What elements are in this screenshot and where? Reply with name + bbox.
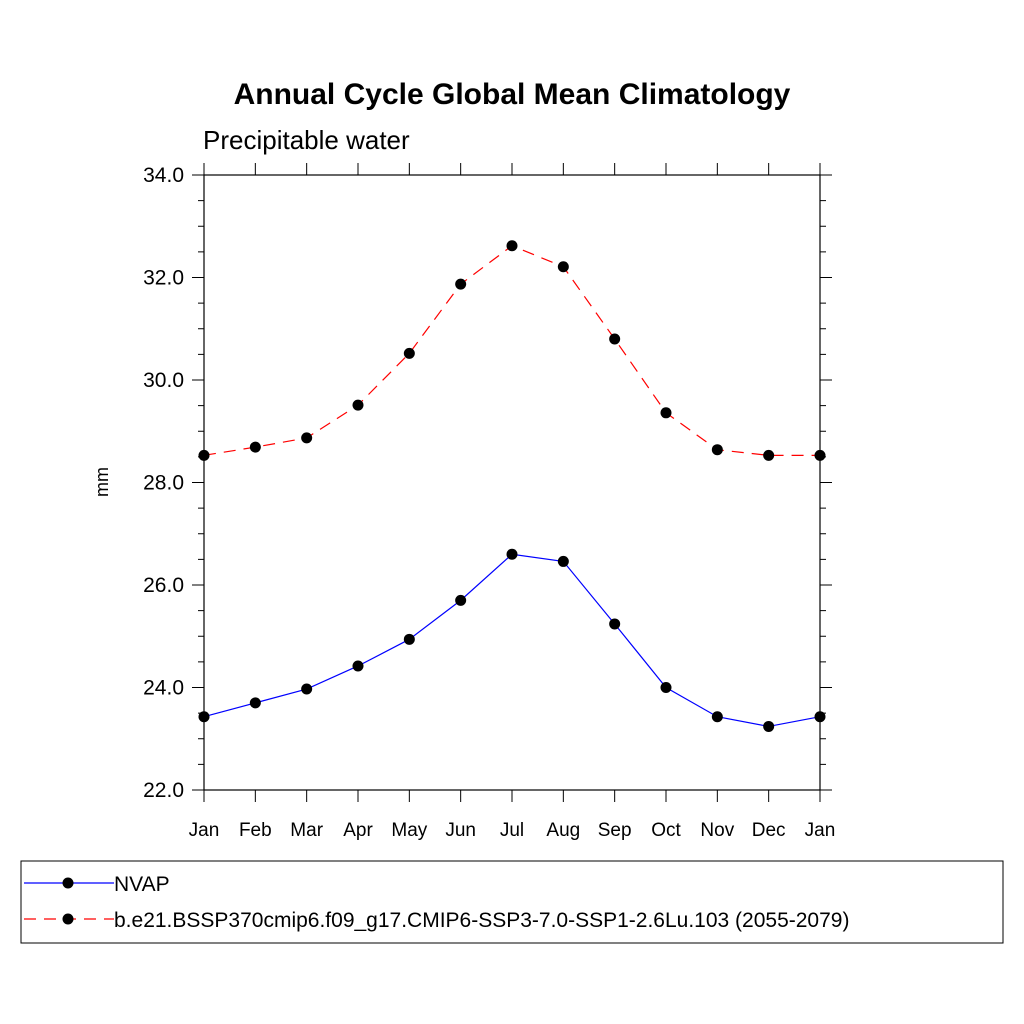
legend-marker-0: [62, 877, 74, 889]
y-tick-label: 32.0: [143, 267, 184, 290]
x-tick-label: Oct: [651, 820, 681, 841]
y-tick-label: 26.0: [143, 574, 184, 597]
series-line-1: [203, 245, 820, 456]
series-1-point: [711, 444, 723, 456]
y-tick-label: 28.0: [143, 472, 184, 495]
series-1-point: [609, 333, 621, 345]
legend-label-1: b.e21.BSSP370cmip6.f09_g17.CMIP6-SSP3-7.…: [114, 909, 849, 932]
series-0-point: [711, 711, 723, 723]
x-axis-ticks: Jan Feb Mar Apr May Jun Jul Aug Sep Oct Nov Dec Jan: [189, 163, 836, 841]
series-0-point: [198, 711, 210, 723]
x-tick-label: Mar: [290, 820, 323, 841]
series-1-point: [763, 449, 775, 461]
y-axis-label: mm: [92, 467, 112, 497]
series-0-point: [455, 594, 467, 606]
series-0-point: [660, 682, 672, 693]
legend-marker-1: [62, 913, 74, 925]
series-0-point: [249, 697, 261, 709]
y-axis-ticks: 22.0 24.0 26.0 28.0 30.0 32.0 34.0: [143, 164, 832, 802]
series-1-point: [352, 399, 364, 411]
series-0-point: [403, 633, 415, 645]
x-tick-label: Nov: [700, 820, 734, 841]
series-1-point: [814, 449, 826, 461]
series-1-point: [506, 240, 518, 252]
x-tick-label: May: [391, 820, 427, 841]
y-tick-label: 30.0: [143, 369, 184, 392]
series-1-point: [403, 347, 415, 359]
y-tick-label: 24.0: [143, 677, 184, 700]
x-tick-label: Aug: [546, 820, 580, 841]
x-tick-label: Apr: [343, 820, 373, 841]
series-1-point: [198, 449, 210, 461]
series-0-point: [506, 548, 518, 560]
chart-subtitle: Precipitable water: [203, 125, 410, 155]
x-tick-label: Dec: [752, 820, 786, 841]
series-0-point: [352, 660, 364, 672]
plot-frame: [203, 174, 821, 791]
y-tick-label: 34.0: [143, 164, 184, 187]
legend-label-0: NVAP: [114, 873, 170, 896]
x-tick-label: Jun: [445, 820, 476, 841]
series-line-0: [203, 553, 821, 728]
series-layer: [198, 240, 826, 732]
x-tick-label: Jan: [805, 820, 836, 841]
legend: NVAP b.e21.BSSP370cmip6.f09_g17.CMIP6-SSP…: [20, 860, 1004, 944]
chart-title: Annual Cycle Global Mean Climatology: [234, 78, 791, 111]
series-1-point: [660, 407, 672, 419]
series-0-point: [814, 711, 826, 723]
legend-items: NVAP b.e21.BSSP370cmip6.f09_g17.CMIP6-SSP…: [24, 873, 849, 932]
series-0-point: [609, 618, 621, 630]
series-0-point: [557, 555, 569, 567]
x-tick-label: Feb: [239, 820, 272, 841]
series-0-point: [763, 720, 775, 732]
series-1-point: [301, 432, 313, 444]
series-1-point: [455, 278, 467, 290]
x-tick-label: Sep: [598, 820, 632, 841]
legend-box: [20, 860, 1004, 944]
y-tick-label: 22.0: [143, 779, 184, 802]
x-tick-label: Jan: [189, 820, 220, 841]
x-tick-label: Jul: [500, 820, 524, 841]
series-0-point: [301, 683, 313, 695]
series-1-point: [249, 441, 261, 453]
series-1-point: [557, 261, 569, 273]
